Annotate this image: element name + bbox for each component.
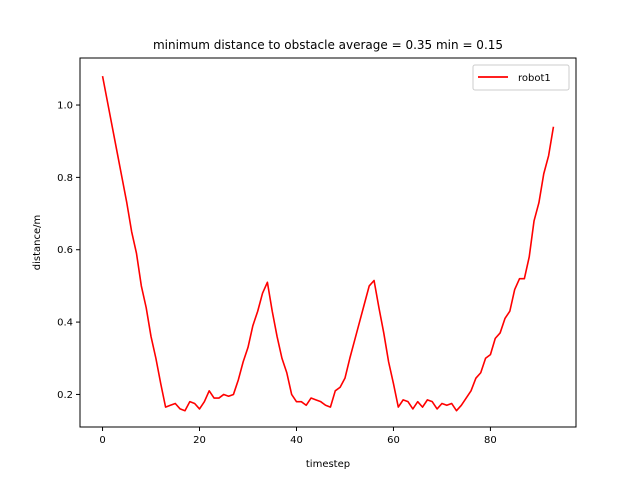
x-axis-label: timestep [306,459,350,470]
y-tick-label: 0.2 [57,390,73,401]
legend-label-robot1: robot1 [518,73,551,84]
plot-frame [79,57,577,428]
x-tick-label: 20 [193,435,206,446]
y-tick-label: 1.0 [57,101,73,112]
y-axis-label: distance/m [32,215,43,270]
series-line-robot1 [101,75,555,412]
legend-box [472,64,570,91]
y-tick-label: 0.8 [57,173,73,184]
chart-title: minimum distance to obstacle average = 0… [153,38,503,52]
y-tick-label: 0.4 [57,318,73,329]
y-tick-label: 0.6 [57,245,73,256]
x-tick-label: 60 [387,435,400,446]
x-tick-label: 80 [484,435,497,446]
x-tick-label: 40 [290,435,303,446]
x-tick-label: 0 [99,435,105,446]
legend: robot1 [472,64,570,91]
